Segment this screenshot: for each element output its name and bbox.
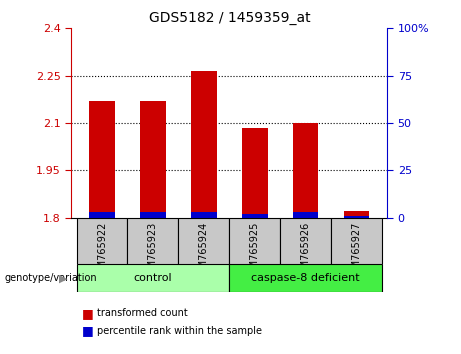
Text: transformed count: transformed count [97,308,188,318]
Bar [191,71,217,218]
Bar [140,212,165,218]
Bar [140,101,165,218]
Bar [293,123,319,218]
Bar [191,212,217,218]
Title: GDS5182 / 1459359_at: GDS5182 / 1459359_at [148,11,310,24]
Text: GSM765926: GSM765926 [301,221,311,281]
Text: ■: ■ [82,325,94,337]
Text: percentile rank within the sample: percentile rank within the sample [97,326,262,336]
Text: GSM765925: GSM765925 [250,221,260,281]
Text: ■: ■ [82,307,94,320]
Bar [344,211,369,218]
Bar [77,264,230,292]
Bar [89,101,115,218]
Text: caspase-8 deficient: caspase-8 deficient [251,273,360,283]
Bar [242,128,267,218]
Text: GSM765927: GSM765927 [352,221,362,281]
Bar [178,218,230,264]
Bar [128,218,178,264]
Text: ▶: ▶ [59,273,68,283]
Bar [77,218,128,264]
Bar [230,264,382,292]
Bar [293,212,319,218]
Bar [280,218,331,264]
Bar [230,218,280,264]
Text: GSM765922: GSM765922 [97,221,107,281]
Bar [344,216,369,218]
Bar [89,212,115,218]
Text: GSM765923: GSM765923 [148,221,158,281]
Bar [331,218,382,264]
Text: control: control [134,273,172,283]
Bar [242,214,267,218]
Text: genotype/variation: genotype/variation [5,273,97,283]
Text: GSM765924: GSM765924 [199,221,209,281]
